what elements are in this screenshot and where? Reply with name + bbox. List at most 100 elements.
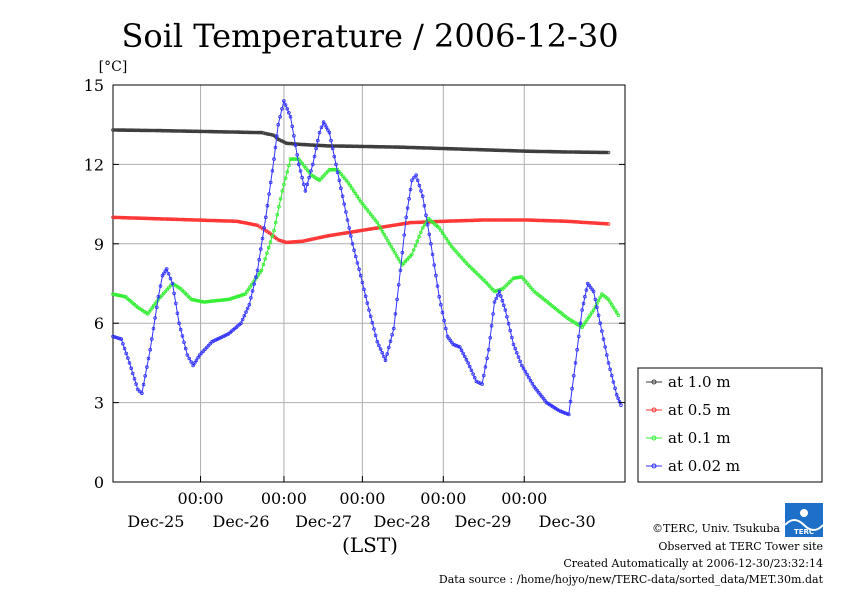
data-point [254,223,258,227]
data-point [520,149,525,153]
data-point [530,287,535,292]
data-point [367,227,371,232]
x-time-tick-label: 00:00 [501,489,547,508]
data-point [459,147,464,151]
data-point [326,128,330,132]
data-point [413,243,418,248]
data-point [393,145,398,149]
data-point [239,321,243,326]
data-point [380,229,385,234]
data-point [127,361,132,365]
data-point [422,203,427,208]
data-point [278,115,282,119]
data-point [590,150,594,155]
data-point [375,226,380,230]
data-point [182,129,186,133]
data-point [141,382,146,387]
data-point [555,150,560,154]
data-point [418,220,423,225]
data-point [272,157,276,161]
data-point [507,218,512,222]
data-point [443,146,447,151]
data-point [145,216,150,221]
legend-frame [637,367,823,483]
data-point [402,233,407,237]
data-point [378,145,383,149]
data-point [420,220,424,225]
data-point [153,316,157,320]
data-point [412,175,416,180]
data-point [373,144,378,149]
data-point [578,321,583,326]
data-point [122,294,126,299]
data-point [411,145,416,150]
data-point [121,215,125,220]
data-point [350,186,354,191]
data-point [324,234,328,239]
data-point [429,146,434,150]
data-point [469,218,474,223]
data-point [150,337,154,341]
data-point [183,217,188,222]
data-point [528,285,533,290]
data-point [231,130,236,134]
data-point [255,268,260,273]
data-point [511,342,516,347]
data-point [583,220,588,225]
data-point [542,218,546,223]
data-point [170,281,175,286]
data-point [330,146,335,151]
data-point [586,315,591,320]
data-point [613,308,617,312]
data-point [415,178,420,183]
data-point [416,145,421,150]
data-point [588,221,593,225]
data-point [280,189,285,193]
data-point [560,410,564,414]
data-point [185,129,190,134]
data-point [122,128,127,132]
data-point [464,147,469,152]
data-point [278,197,283,201]
data-point [221,298,226,302]
data-point [502,218,507,222]
data-point [509,148,513,153]
y-tick-label: 12 [84,155,104,174]
data-point [164,128,168,133]
data-point [357,197,361,201]
data-point [286,141,290,146]
data-point [403,145,408,150]
data-point [273,145,278,150]
data-point [266,245,271,250]
data-point [469,368,474,373]
data-point [461,351,465,356]
data-point [114,335,119,340]
data-point [140,216,145,221]
data-point [309,237,314,242]
data-point [523,279,528,283]
data-point [424,146,429,150]
data-point [160,128,165,133]
data-point [157,128,162,133]
grid [113,84,625,483]
data-point [134,128,138,133]
data-point [462,218,467,223]
data-point [300,161,305,166]
series-layer [111,99,623,417]
data-point [413,220,418,225]
data-point [339,231,343,236]
data-point [305,182,310,187]
data-point [177,217,181,222]
data-point [552,149,556,154]
data-point [241,130,246,135]
data-point [492,218,497,222]
data-point [138,389,142,394]
x-time-tick-label: 00:00 [420,489,466,508]
data-point [598,150,602,155]
data-point [240,317,245,322]
data-point [443,326,448,331]
data-point [566,150,571,154]
data-point [466,218,470,223]
data-point [365,301,370,305]
footer-created: Created Automatically at 2006-12-30/23:3… [563,557,823,570]
